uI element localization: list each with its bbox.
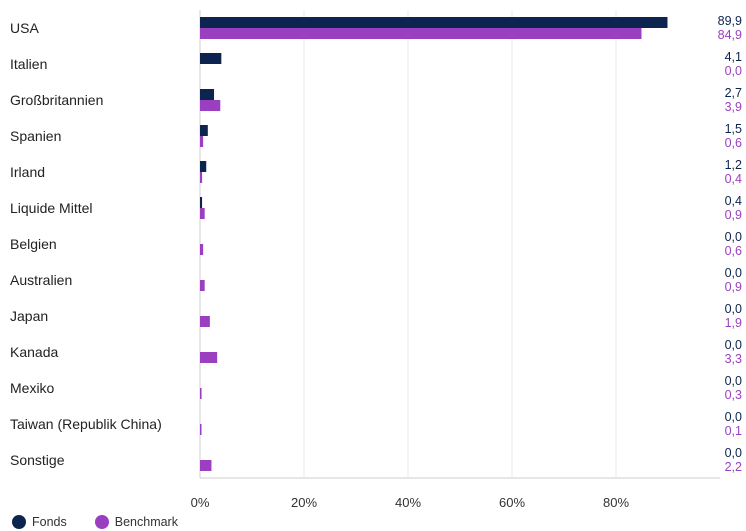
data-label-benchmark-6: 0,6 <box>725 244 742 258</box>
data-label-fonds-0: 89,9 <box>718 14 742 28</box>
category-label-11: Taiwan (Republik China) <box>10 416 162 432</box>
data-label-benchmark-8: 1,9 <box>725 316 742 330</box>
data-label-benchmark-1: 0,0 <box>725 64 742 78</box>
data-label-benchmark-11: 0,1 <box>725 424 742 438</box>
x-tick-label-0: 0% <box>191 495 210 510</box>
x-tick-label-1: 20% <box>291 495 317 510</box>
data-label-benchmark-7: 0,9 <box>725 280 742 294</box>
data-label-fonds-5: 0,4 <box>725 194 742 208</box>
bar-benchmark-4 <box>200 172 203 183</box>
category-label-12: Sonstige <box>10 452 65 468</box>
bar-benchmark-3 <box>200 136 204 147</box>
data-label-fonds-9: 0,0 <box>725 338 742 352</box>
category-label-1: Italien <box>10 56 47 72</box>
bar-benchmark-6 <box>200 244 204 255</box>
x-tick-label-4: 80% <box>603 495 629 510</box>
data-label-benchmark-10: 0,3 <box>725 388 742 402</box>
bar-fonds-0 <box>200 17 668 28</box>
category-label-6: Belgien <box>10 236 57 252</box>
category-label-2: Großbritannien <box>10 92 103 108</box>
data-label-fonds-8: 0,0 <box>725 302 742 316</box>
data-label-benchmark-9: 3,3 <box>725 352 742 366</box>
legend-swatch-fonds <box>12 515 26 529</box>
legend-item-benchmark[interactable]: Benchmark <box>94 515 178 529</box>
bar-fonds-3 <box>200 125 208 136</box>
data-label-benchmark-3: 0,6 <box>725 136 742 150</box>
category-label-8: Japan <box>10 308 48 324</box>
bar-fonds-4 <box>200 161 207 172</box>
bar-benchmark-10 <box>200 388 202 399</box>
bar-benchmark-5 <box>200 208 205 219</box>
category-label-10: Mexiko <box>10 380 55 396</box>
category-label-3: Spanien <box>10 128 61 144</box>
category-label-7: Australien <box>10 272 72 288</box>
data-label-fonds-3: 1,5 <box>725 122 742 136</box>
x-tick-label-3: 60% <box>499 495 525 510</box>
category-label-4: Irland <box>10 164 45 180</box>
category-label-5: Liquide Mittel <box>10 200 93 216</box>
bar-fonds-2 <box>200 89 215 100</box>
data-label-benchmark-4: 0,4 <box>725 172 742 186</box>
bar-benchmark-7 <box>200 280 205 291</box>
data-label-fonds-2: 2,7 <box>725 86 742 100</box>
bar-benchmark-2 <box>200 100 221 111</box>
data-label-fonds-4: 1,2 <box>725 158 742 172</box>
data-label-benchmark-12: 2,2 <box>725 460 742 474</box>
legend-label-benchmark: Benchmark <box>114 515 178 529</box>
x-tick-label-2: 40% <box>395 495 421 510</box>
data-label-benchmark-0: 84,9 <box>718 28 742 42</box>
bar-benchmark-12 <box>200 460 212 471</box>
bar-fonds-5 <box>200 197 203 208</box>
data-label-fonds-12: 0,0 <box>725 446 742 460</box>
legend-item-fonds[interactable]: Fonds <box>12 515 67 529</box>
bar-benchmark-11 <box>200 424 202 435</box>
legend: Fonds Benchmark <box>12 515 178 529</box>
data-label-fonds-7: 0,0 <box>725 266 742 280</box>
bar-benchmark-8 <box>200 316 210 327</box>
legend-label-fonds: Fonds <box>32 515 67 529</box>
legend-swatch-benchmark <box>94 515 109 529</box>
data-label-fonds-11: 0,0 <box>725 410 742 424</box>
data-label-fonds-10: 0,0 <box>725 374 742 388</box>
data-label-benchmark-5: 0,9 <box>725 208 742 222</box>
bar-benchmark-9 <box>200 352 218 363</box>
data-label-fonds-1: 4,1 <box>725 50 742 64</box>
data-label-fonds-6: 0,0 <box>725 230 742 244</box>
bar-benchmark-0 <box>200 28 642 39</box>
category-label-0: USA <box>10 20 39 36</box>
category-label-9: Kanada <box>10 344 58 360</box>
data-label-benchmark-2: 3,9 <box>725 100 742 114</box>
bar-fonds-1 <box>200 53 222 64</box>
